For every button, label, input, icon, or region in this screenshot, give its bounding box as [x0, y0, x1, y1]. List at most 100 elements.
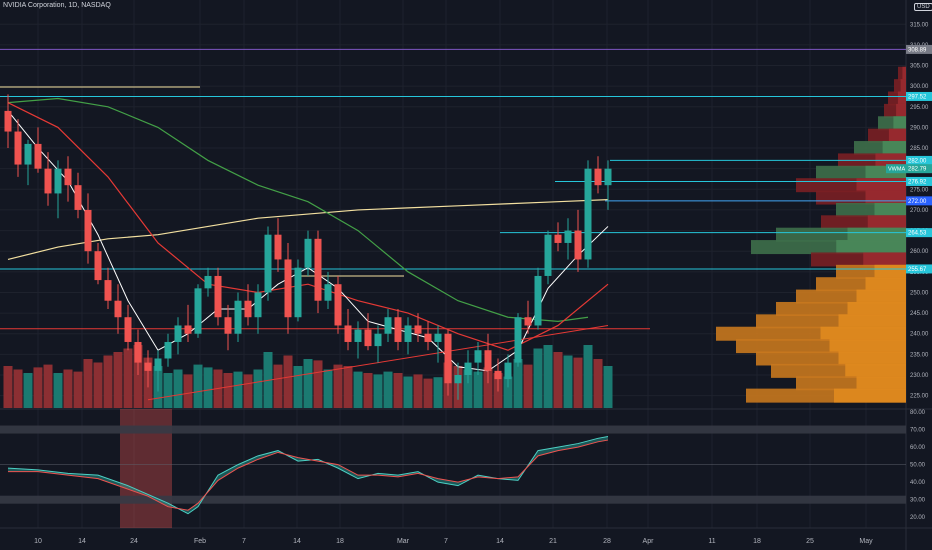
time-tick-label: 18	[336, 538, 344, 545]
candle-body	[604, 168, 612, 186]
volume-bar	[133, 345, 143, 408]
volume-bar	[503, 376, 513, 408]
candle-body	[404, 325, 412, 342]
volume-bar	[3, 366, 13, 408]
osc-tick-label: 60.00	[910, 445, 926, 451]
volume-profile-bar-inner	[820, 326, 906, 341]
osc-tick-label: 50.00	[910, 463, 926, 469]
volume-bar	[13, 369, 23, 408]
volume-bar	[463, 369, 473, 408]
volume-profile-bar-inner	[893, 116, 906, 131]
price-label-badge	[906, 264, 932, 274]
price-label-text: 255.67	[908, 267, 927, 273]
candle-body	[464, 362, 472, 375]
volume-bar	[43, 364, 53, 408]
candle-body	[24, 143, 32, 165]
candle-body	[534, 275, 542, 326]
volume-profile-bar-inner	[874, 202, 906, 217]
price-label-text: 264.53	[908, 231, 927, 237]
price-label-text: 272.00	[908, 199, 927, 205]
candle-body	[424, 333, 432, 342]
price-label-badge	[906, 176, 932, 186]
volume-bar	[193, 364, 203, 408]
candle-body	[214, 275, 222, 318]
volume-bar	[103, 355, 113, 408]
time-tick-label: Apr	[643, 538, 655, 545]
candle-body	[254, 292, 262, 318]
price-tick-label: 225.00	[910, 394, 929, 400]
oscillator-lower-band	[0, 495, 906, 504]
price-tick-label: 240.00	[910, 332, 929, 338]
candle-body	[434, 333, 442, 342]
volume-profile-bar-inner	[838, 314, 906, 329]
osc-tick-label: 80.00	[910, 410, 926, 416]
volume-bar	[533, 348, 543, 408]
volume-bar	[333, 364, 343, 408]
candle-body	[274, 234, 282, 260]
candle-body	[304, 238, 312, 268]
price-axis[interactable]: 315.00310.00305.00300.00295.00290.00285.…	[886, 22, 932, 521]
volume-bar	[313, 360, 323, 408]
price-tick-label: 285.00	[910, 146, 929, 152]
volume-bar	[303, 359, 313, 408]
candle-body	[14, 131, 22, 165]
candle-body	[354, 329, 362, 342]
volume-bar	[233, 371, 243, 408]
time-tick-label: Mar	[397, 538, 410, 545]
candle-body	[244, 300, 252, 318]
volume-profile	[716, 66, 906, 403]
time-tick-label: 14	[496, 538, 504, 545]
volume-bar	[123, 348, 133, 408]
volume-bar	[413, 374, 423, 408]
price-tick-label: 295.00	[910, 105, 929, 111]
volume-profile-bar-inner	[834, 388, 906, 403]
volume-profile-bar-inner	[856, 376, 906, 391]
candle-body	[204, 275, 212, 289]
candle-body	[264, 234, 272, 293]
osc-tick-label: 70.00	[910, 428, 926, 434]
volume-profile-bar-inner	[897, 91, 906, 106]
volume-bar	[513, 359, 523, 408]
candle-body	[394, 317, 402, 342]
horizontal-levels[interactable]	[0, 48, 906, 330]
candle-body	[104, 280, 112, 301]
price-tick-label: 260.00	[910, 249, 929, 255]
volume-bar	[563, 355, 573, 408]
volume-bar	[23, 373, 33, 408]
volume-bar	[523, 364, 533, 408]
candle-body	[314, 238, 322, 301]
candle-body	[144, 362, 152, 371]
volume-bar	[163, 373, 173, 408]
volume-bar	[543, 345, 553, 408]
candle-body	[484, 350, 492, 371]
ma-mid-line	[7, 102, 609, 351]
price-label-badge	[906, 228, 932, 238]
candle-body	[124, 317, 132, 342]
time-tick-label: 7	[242, 538, 246, 545]
volume-bar	[433, 377, 443, 408]
candle-body	[284, 259, 292, 318]
candle-body	[544, 234, 552, 276]
candle-body	[194, 288, 202, 334]
oscillator-pane	[0, 409, 906, 528]
price-tick-label: 270.00	[910, 208, 929, 214]
currency-label[interactable]: USD	[914, 3, 932, 11]
volume-profile-bar-inner	[856, 178, 906, 193]
time-axis[interactable]: 10 14 24 Feb 7 14 18 Mar 7 14 21 28 Apr 11 18 25 May	[34, 538, 873, 545]
volume-profile-bar-inner	[847, 301, 906, 316]
candle-body	[114, 300, 122, 318]
candle-body	[34, 143, 42, 169]
price-label-text: 276.92	[908, 179, 927, 185]
osc-tick-label: 40.00	[910, 480, 926, 486]
price-tick-label: 250.00	[910, 290, 929, 296]
volume-bar	[73, 371, 83, 408]
candle-body	[564, 230, 572, 243]
candle-body	[94, 251, 102, 281]
volume-profile-bar-inner	[902, 66, 906, 81]
volume-bar	[423, 378, 433, 408]
candle-body	[584, 168, 592, 260]
candle-body	[364, 329, 372, 347]
